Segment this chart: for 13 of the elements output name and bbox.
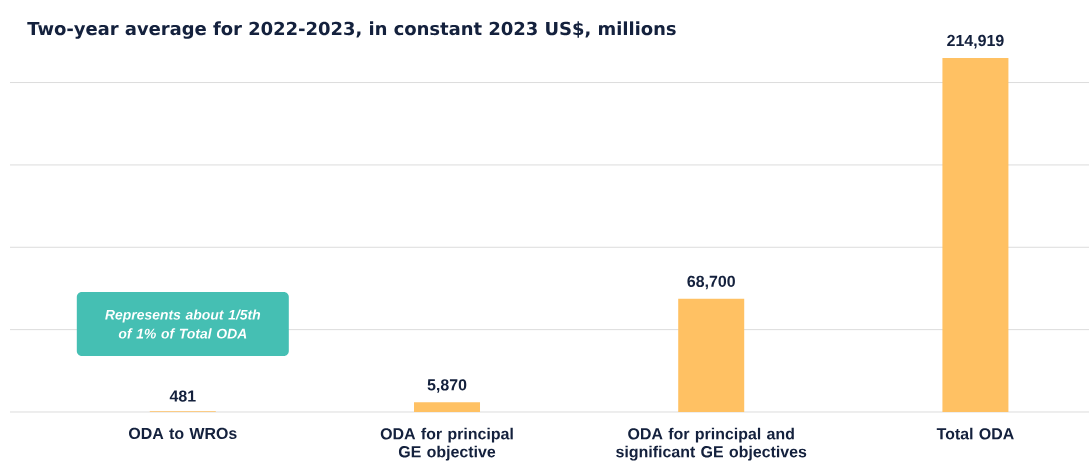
data-label: 481 xyxy=(169,390,196,402)
x-tick-label: ODA for principal GE objective xyxy=(380,427,513,461)
data-label: 68,700 xyxy=(687,275,735,290)
data-label: 214,919 xyxy=(947,34,1004,49)
chart-title: Two-year average for 2022-2023, in constant 2023 US$, millions xyxy=(27,21,676,39)
bar xyxy=(414,402,481,412)
data-label: 5,870 xyxy=(427,379,467,393)
annotation: Represents about 1/5th of 1% of Total ODA xyxy=(105,309,261,339)
bar xyxy=(942,57,1009,412)
x-tick-label: ODA to WROs xyxy=(129,427,237,440)
x-tick-label: Total ODA xyxy=(936,427,1014,440)
x-tick-label: ODA for principal and significant GE objectives xyxy=(616,427,807,461)
bar xyxy=(678,298,745,412)
